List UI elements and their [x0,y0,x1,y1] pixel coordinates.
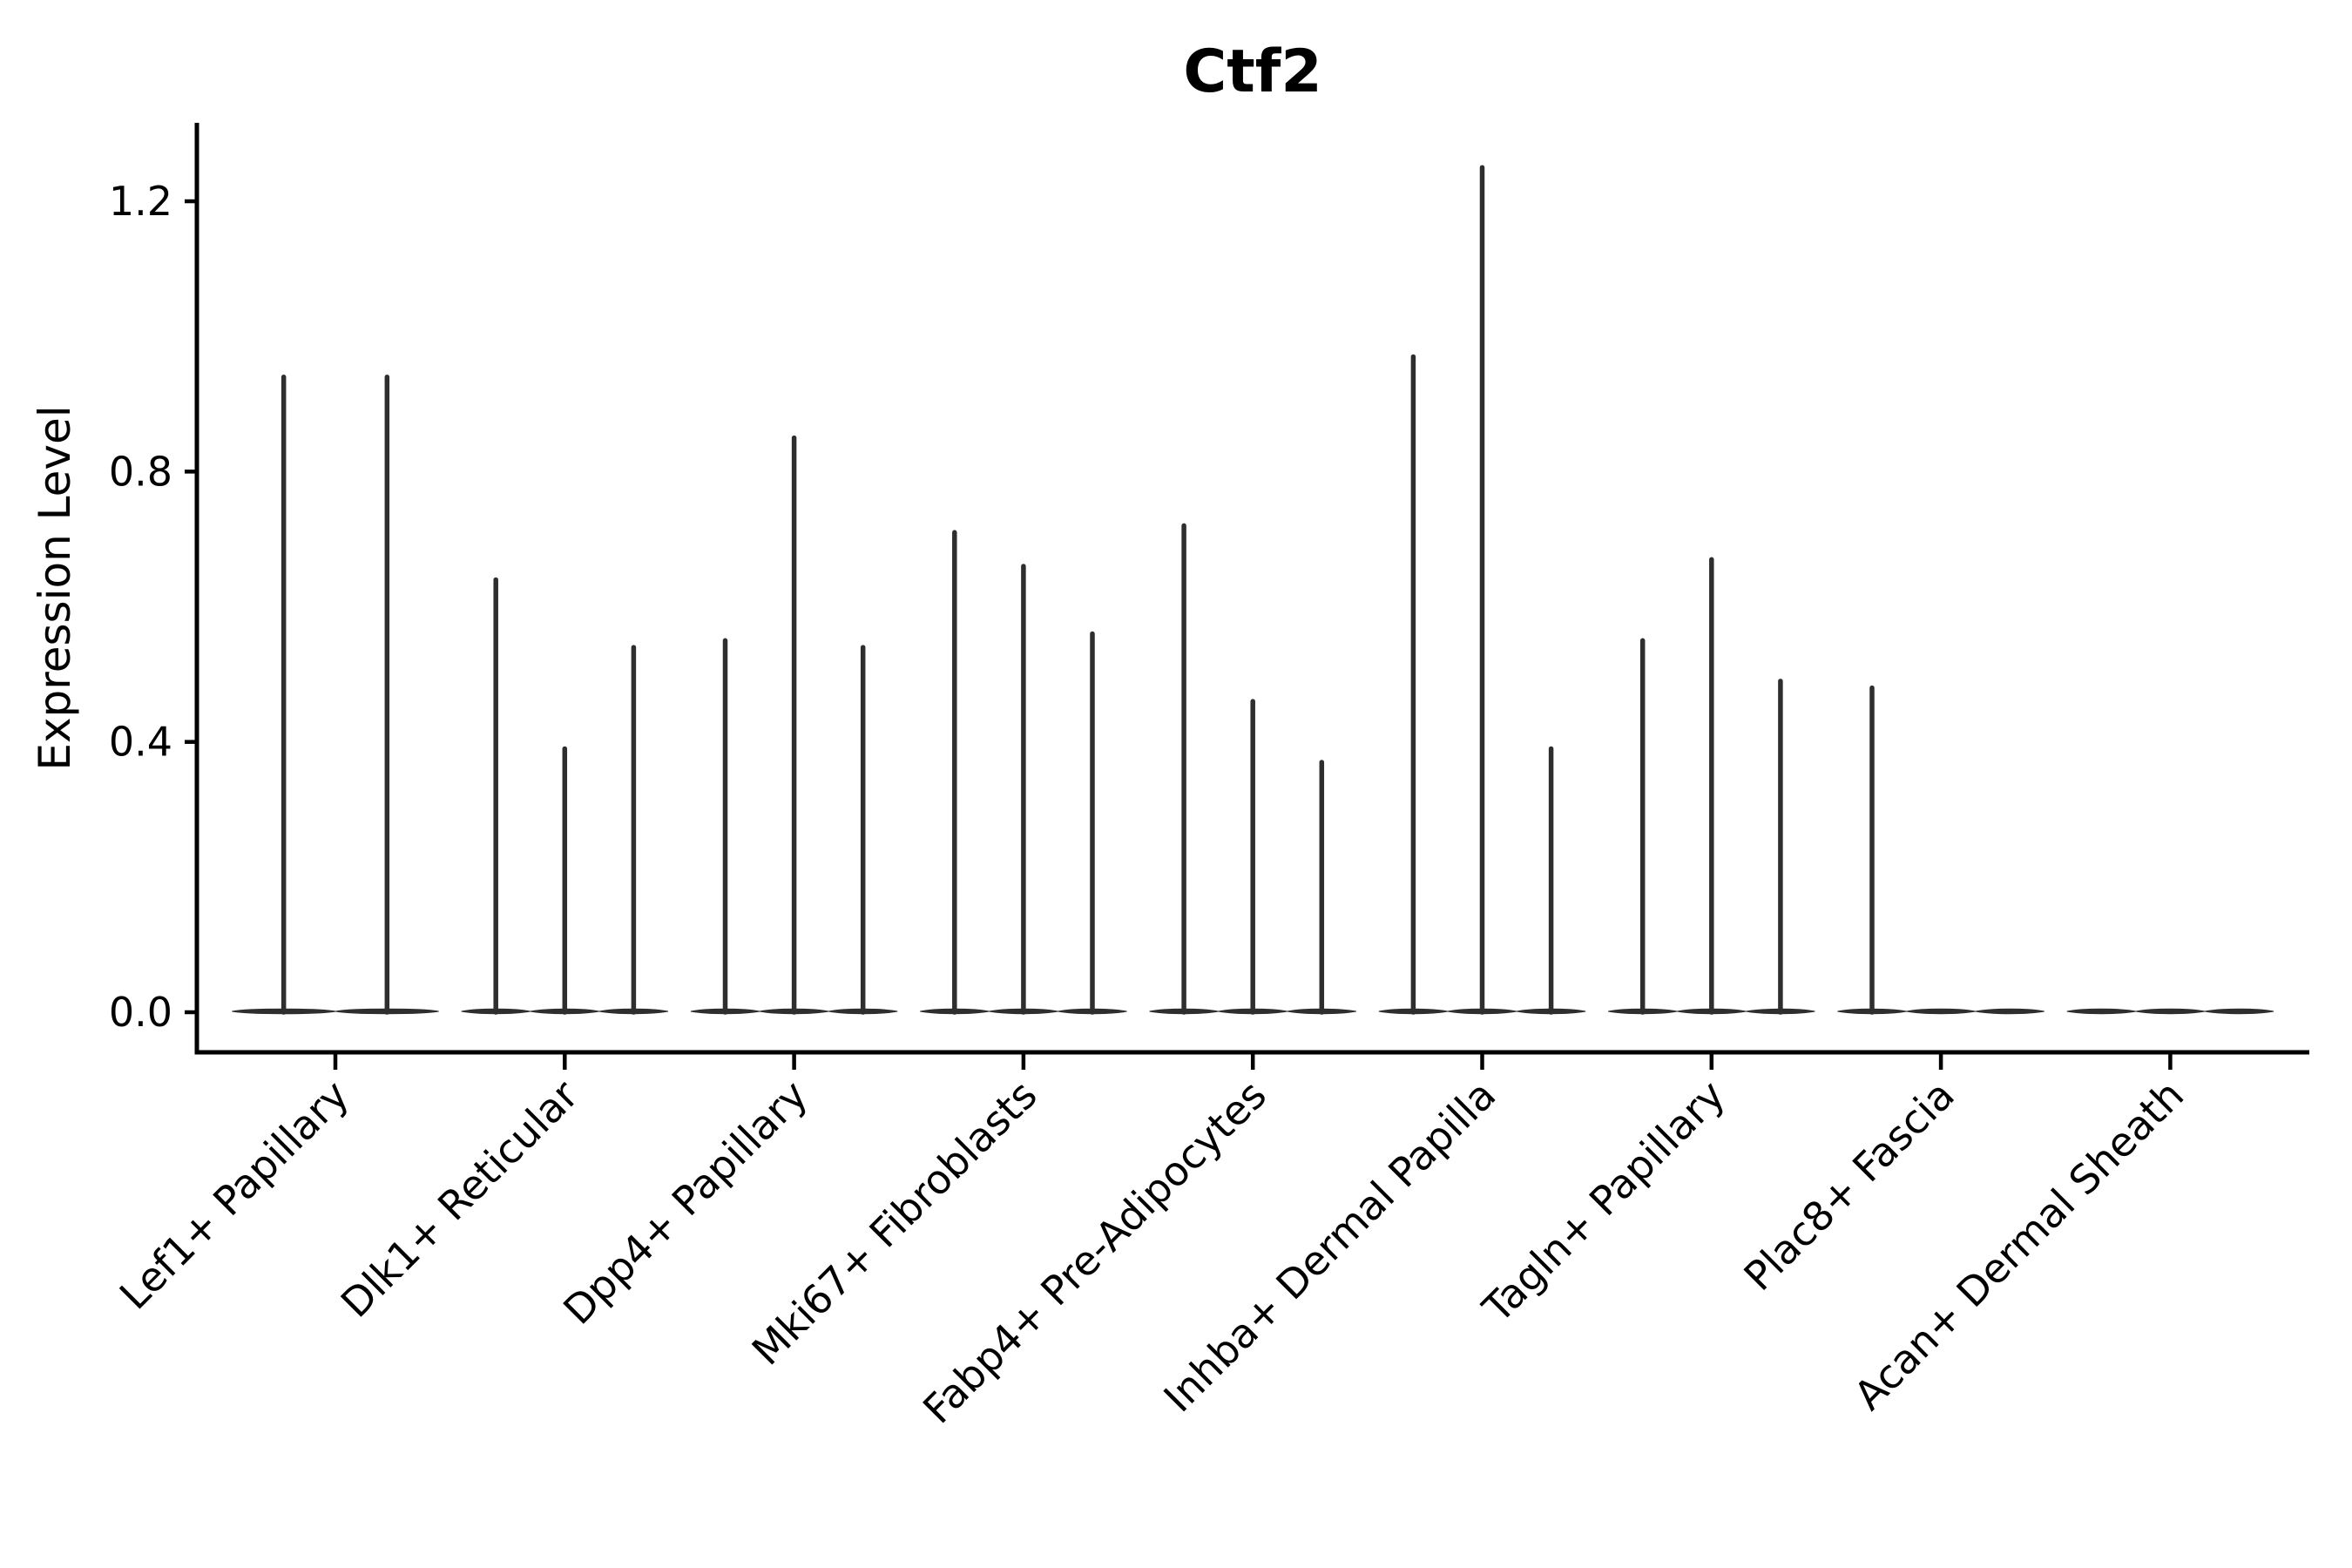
x-tick-label: Dlk1+ Reticular [332,1071,587,1327]
y-tick-label: 0.8 [109,448,172,495]
axis-spines [194,123,2309,1055]
x-tick-label: Lef1+ Papillary [111,1071,358,1319]
chart-title: Ctf2 [1183,37,1321,106]
y-tick-label: 1.2 [109,178,172,225]
violin-group [690,435,898,1015]
violin-group [1378,165,1586,1015]
x-tick-label: Tagln+ Papillary [1473,1071,1734,1333]
violin-base [2204,1008,2274,1015]
y-tick-label: 0.4 [109,719,172,766]
violin-group [1149,523,1356,1015]
violin-base [1906,1008,1976,1015]
violin-group [2066,1008,2274,1015]
y-axis-label: Expression Level [30,405,80,770]
x-tick-label: Plac8+ Fascia [1734,1071,1963,1300]
y-tick-label: 0.0 [109,989,172,1036]
y-axis-ticks: 0.0 0.4 0.8 1.2 [109,178,197,1036]
violin-group [461,577,669,1015]
violin-base [1975,1008,2044,1015]
violin-group [1608,557,1815,1015]
violin-group [232,374,439,1015]
violin-group [1837,685,2044,1015]
x-tick-label: Dpp4+ Papillary [554,1071,816,1334]
violin-base [2135,1008,2206,1015]
violins-layer [232,165,2274,1015]
violin-base [2066,1008,2136,1015]
violin-group [920,530,1127,1015]
